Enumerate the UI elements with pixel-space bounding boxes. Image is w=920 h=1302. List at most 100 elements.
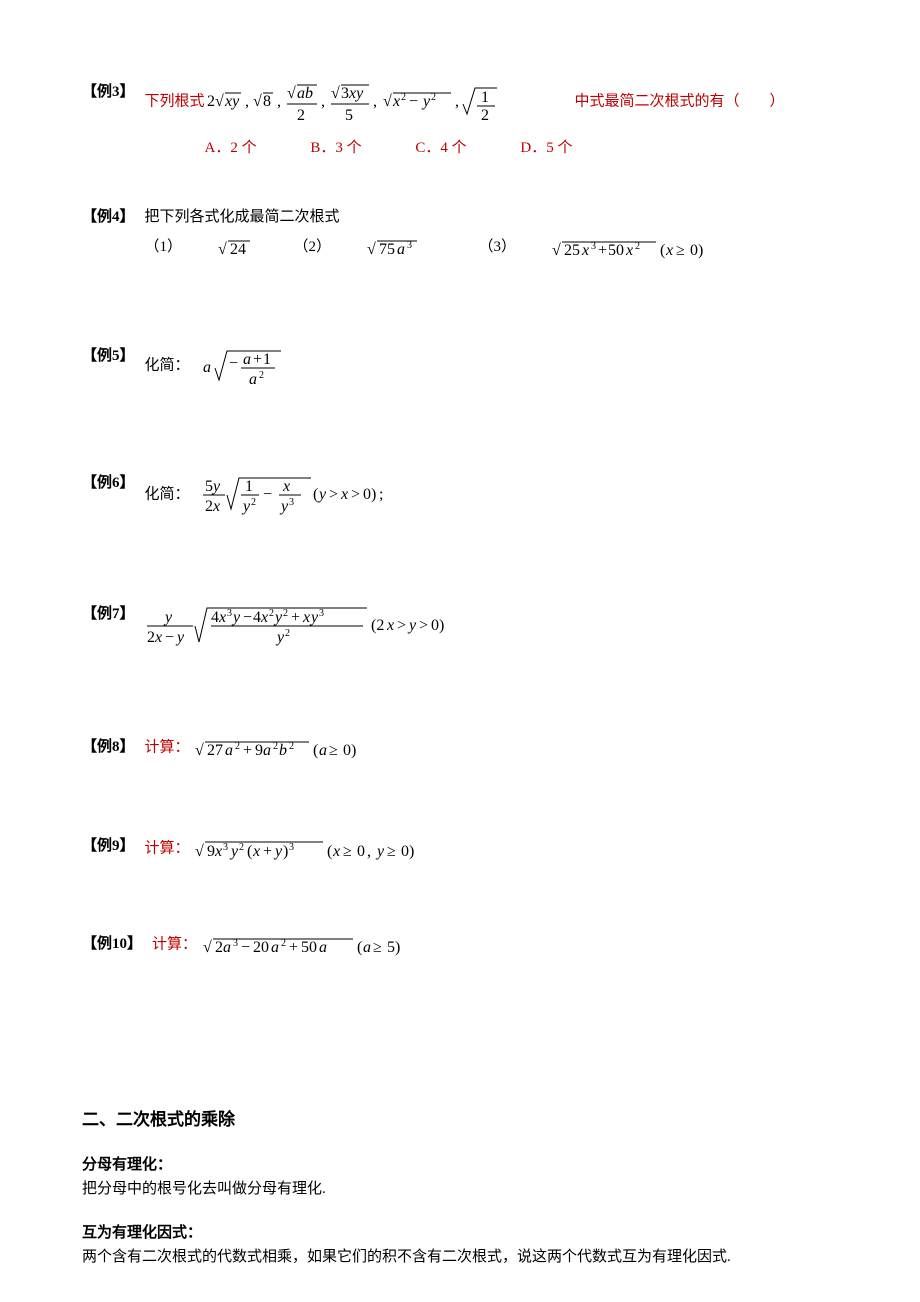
example-9-content: 计算： √ 9 x 3 y 2 ( x + y ) 3 ( x ≥ 0 , xyxy=(145,834,838,864)
example-5: 【例5】 化简： a − a + 1 a 2 xyxy=(82,344,838,388)
svg-text:50: 50 xyxy=(301,939,317,956)
svg-text:+: + xyxy=(243,742,252,759)
svg-text:+: + xyxy=(598,242,607,259)
svg-text:√: √ xyxy=(218,241,227,258)
svg-text:y: y xyxy=(279,498,289,515)
svg-text:√: √ xyxy=(195,742,204,759)
svg-text:,: , xyxy=(455,93,459,110)
svg-text:y: y xyxy=(375,843,385,860)
svg-text:1: 1 xyxy=(481,89,489,106)
svg-text:2: 2 xyxy=(635,241,640,252)
svg-text:x: x xyxy=(302,609,310,626)
svg-text:(: ( xyxy=(327,843,332,860)
svg-text:a: a xyxy=(225,742,233,759)
sub2-heading: 互为有理化因式： xyxy=(82,1221,838,1245)
ex6-formula: 5 y 2 x 1 y 2 − x y 3 ( y > x > 0) xyxy=(201,471,421,519)
svg-text:x: x xyxy=(392,93,400,110)
ex5-formula: a − a + 1 a 2 xyxy=(201,344,301,388)
svg-text:xy: xy xyxy=(348,85,364,102)
option-a: A．2 个 xyxy=(205,140,257,156)
svg-text:0): 0) xyxy=(431,617,444,634)
option-b: B．3 个 xyxy=(310,140,361,156)
svg-text:3: 3 xyxy=(233,938,238,949)
svg-text:2: 2 xyxy=(147,629,155,646)
svg-text:−: − xyxy=(241,939,250,956)
example-5-text: 化简： xyxy=(145,357,190,373)
svg-text:,: , xyxy=(277,93,281,110)
svg-text:75: 75 xyxy=(379,241,395,258)
svg-text:y: y xyxy=(163,609,173,626)
svg-text:a: a xyxy=(243,351,251,368)
example-3-suffix: 中式最简二次根式的有（ ） xyxy=(575,93,785,109)
svg-text:y: y xyxy=(421,93,431,110)
svg-text:a: a xyxy=(319,939,327,956)
svg-text:2: 2 xyxy=(273,741,278,752)
svg-text:y: y xyxy=(229,843,239,860)
svg-text:3: 3 xyxy=(341,85,349,102)
svg-text:3: 3 xyxy=(319,608,324,619)
svg-text:xy: xy xyxy=(224,93,240,110)
example-3: 【例3】 下列根式 2 √ xy , √ 8 , √ ab 2 , √ xyxy=(82,80,838,160)
svg-text:>: > xyxy=(351,486,360,503)
example-4-content: 把下列各式化成最简二次根式 （1） √ 24 （2） √ 75 xyxy=(145,205,838,261)
svg-text:;: ; xyxy=(379,486,383,503)
example-6-text: 化简： xyxy=(145,486,190,502)
svg-text:>: > xyxy=(419,617,428,634)
svg-text:(2: (2 xyxy=(371,617,384,634)
example-10: 【例10】 计算： √ 2 a 3 − 20 a 2 + 50 a ( a ≥ … xyxy=(82,932,838,958)
svg-text:2: 2 xyxy=(235,741,240,752)
example-9-label: 【例9】 xyxy=(82,834,135,858)
example-8: 【例8】 计算： √ 27 a 2 + 9 a 2 b 2 ( a ≥ 0) xyxy=(82,735,838,761)
svg-text:2: 2 xyxy=(239,842,244,853)
example-10-label: 【例10】 xyxy=(82,932,142,956)
svg-text:,: , xyxy=(367,843,371,860)
svg-text:0): 0) xyxy=(363,486,376,503)
svg-text:>: > xyxy=(329,486,338,503)
svg-text:8: 8 xyxy=(263,93,271,110)
option-c: C．4 个 xyxy=(415,140,466,156)
ex4-formula-3: √ 25 x 3 + 50 x 2 ( x ≥ 0) xyxy=(550,235,730,261)
svg-text:x: x xyxy=(252,843,260,860)
svg-text:x: x xyxy=(625,242,633,259)
svg-text:b: b xyxy=(279,742,287,759)
svg-text:>: > xyxy=(397,617,406,634)
example-7-content: y 2 x − y 4 x 3 y − 4 x 2 y 2 + x y 3 xyxy=(145,602,838,652)
example-4: 【例4】 把下列各式化成最简二次根式 （1） √ 24 （2） √ 7 xyxy=(82,205,838,261)
svg-text:1: 1 xyxy=(245,478,253,495)
ex10-formula: √ 2 a 3 − 20 a 2 + 50 a ( a ≥ 5) xyxy=(201,932,431,958)
example-7: 【例7】 y 2 x − y 4 x 3 y − 4 x 2 y 2 + xyxy=(82,602,838,652)
svg-text:20: 20 xyxy=(253,939,269,956)
svg-text:(: ( xyxy=(357,939,362,956)
svg-text:x: x xyxy=(386,617,394,634)
example-9: 【例9】 计算： √ 9 x 3 y 2 ( x + y ) 3 ( x ≥ 0 xyxy=(82,834,838,864)
svg-text:x: x xyxy=(214,843,222,860)
svg-text:2: 2 xyxy=(251,497,256,508)
svg-text:√: √ xyxy=(552,242,561,259)
svg-text:a: a xyxy=(271,939,279,956)
svg-text:2: 2 xyxy=(215,939,223,956)
sub1-heading: 分母有理化： xyxy=(82,1153,838,1177)
ex7-formula: y 2 x − y 4 x 3 y − 4 x 2 y 2 + x y 3 xyxy=(145,602,465,652)
example-5-label: 【例5】 xyxy=(82,344,135,368)
svg-text:x: x xyxy=(212,498,220,515)
svg-text:y: y xyxy=(275,629,285,646)
svg-text:2: 2 xyxy=(401,92,406,103)
svg-text:a: a xyxy=(397,241,405,258)
svg-text:√: √ xyxy=(203,939,212,956)
example-3-prefix: 下列根式 xyxy=(145,93,205,109)
svg-text:−: − xyxy=(263,486,272,503)
svg-text:3: 3 xyxy=(289,842,294,853)
svg-text:+: + xyxy=(291,609,300,626)
svg-text:0): 0) xyxy=(401,843,414,860)
example-4-label: 【例4】 xyxy=(82,205,135,229)
svg-text:+: + xyxy=(289,939,298,956)
svg-text:y: y xyxy=(211,478,221,495)
svg-text:3: 3 xyxy=(227,608,232,619)
svg-text:5: 5 xyxy=(205,478,213,495)
svg-text:−: − xyxy=(165,629,174,646)
svg-text:,: , xyxy=(321,93,325,110)
svg-text:x: x xyxy=(340,486,348,503)
svg-text:2: 2 xyxy=(481,107,489,124)
svg-text:,: , xyxy=(245,93,249,110)
svg-text:(: ( xyxy=(660,242,665,259)
